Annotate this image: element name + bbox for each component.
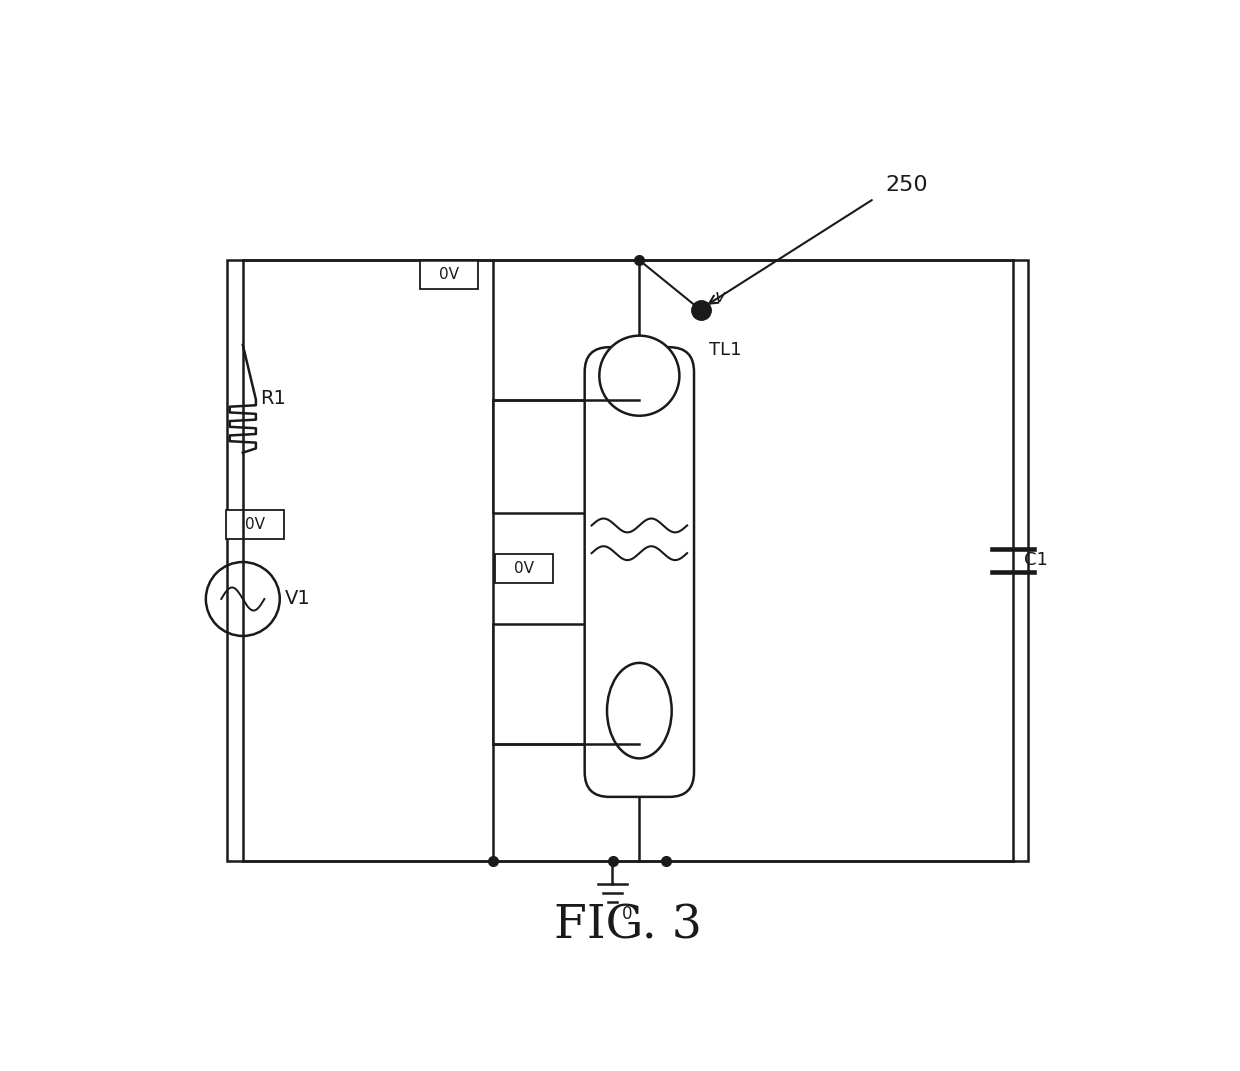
Text: V1: V1	[285, 589, 311, 608]
Text: v: v	[714, 288, 725, 306]
Text: 0V: 0V	[439, 268, 459, 283]
Text: FIG. 3: FIG. 3	[554, 904, 702, 949]
Ellipse shape	[608, 663, 672, 758]
Bar	[494, 401, 611, 513]
FancyBboxPatch shape	[585, 347, 694, 797]
Text: 0: 0	[621, 905, 632, 923]
Circle shape	[599, 335, 680, 416]
Bar	[227, 260, 1028, 861]
Text: 0V: 0V	[515, 561, 534, 576]
Text: TL1: TL1	[708, 341, 742, 359]
Text: 0V: 0V	[244, 517, 264, 532]
Text: 250: 250	[885, 175, 929, 195]
Bar	[494, 623, 611, 743]
Bar	[420, 260, 477, 289]
Bar	[495, 554, 553, 583]
Text: C1: C1	[1024, 552, 1048, 570]
Text: R1: R1	[259, 389, 285, 408]
Bar	[226, 510, 284, 539]
